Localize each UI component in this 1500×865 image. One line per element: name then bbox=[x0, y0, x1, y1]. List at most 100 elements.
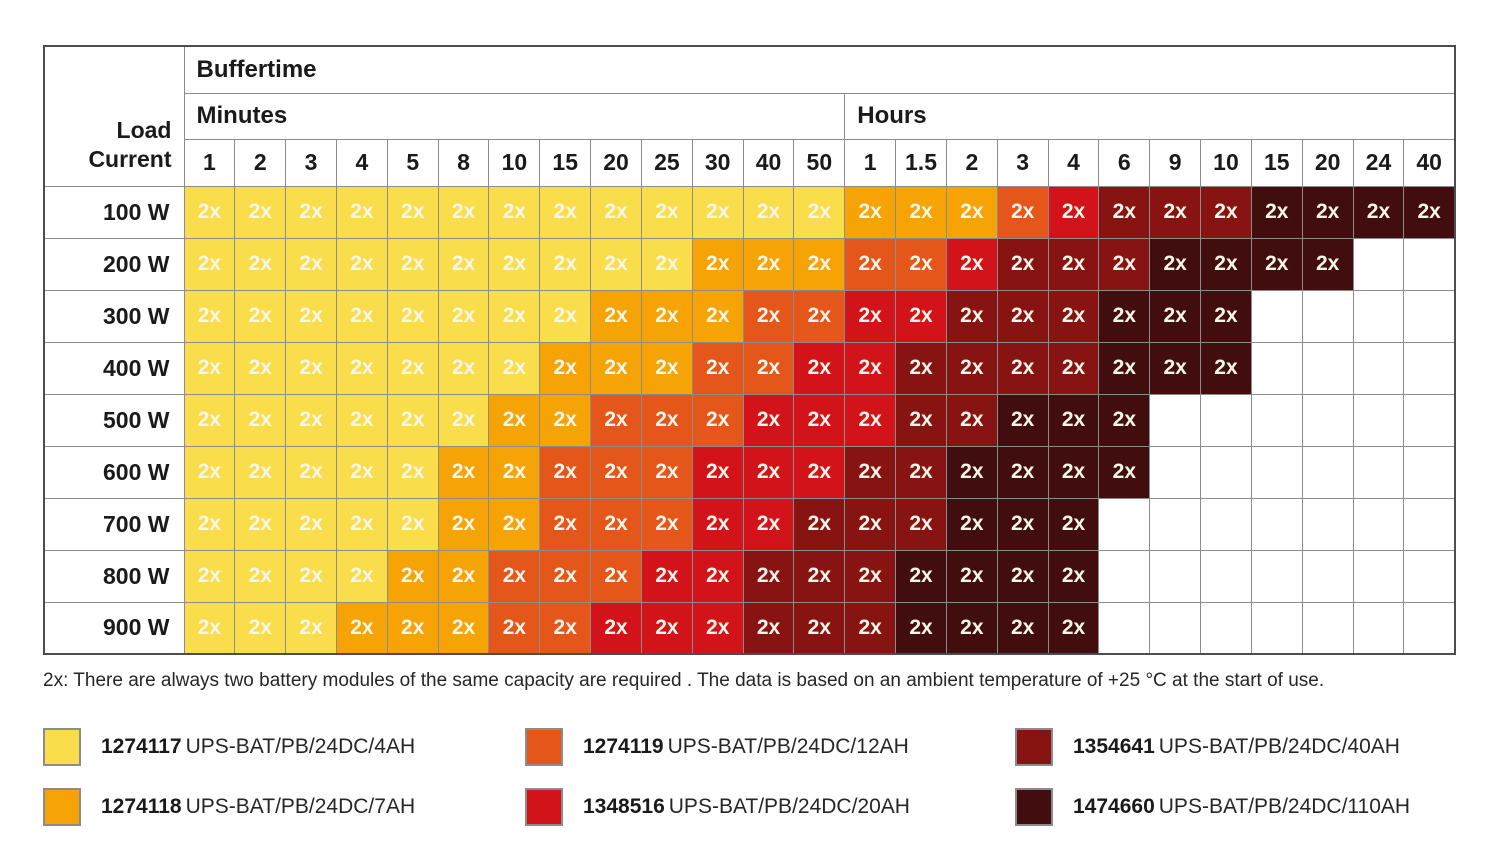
buffer-cell-empty bbox=[1250, 445, 1303, 499]
buffer-cell-4ah: 2x bbox=[285, 445, 337, 499]
buffer-cell-110ah: 2x bbox=[996, 393, 1049, 447]
buffer-cell-7ah: 2x bbox=[437, 601, 490, 655]
buffer-cell-empty bbox=[1301, 549, 1354, 603]
buffer-cell-4ah: 2x bbox=[183, 341, 236, 395]
buffer-cell-40ah: 2x bbox=[996, 341, 1049, 395]
buffer-cell-4ah: 2x bbox=[386, 497, 439, 551]
buffer-cell-7ah: 2x bbox=[895, 185, 947, 239]
buffer-cell-40ah: 2x bbox=[1098, 185, 1151, 239]
buffer-cell-4ah: 2x bbox=[335, 497, 388, 551]
buffer-cell-7ah: 2x bbox=[945, 185, 998, 239]
buffer-cell-110ah: 2x bbox=[1047, 445, 1100, 499]
buffer-cell-empty bbox=[1352, 549, 1405, 603]
buffer-cell-4ah: 2x bbox=[335, 445, 388, 499]
buffer-cell-40ah: 2x bbox=[844, 549, 897, 603]
buffer-cell-4ah: 2x bbox=[183, 601, 236, 655]
buffer-cell-20ah: 2x bbox=[895, 289, 947, 343]
buffer-cell-7ah: 2x bbox=[386, 601, 439, 655]
buffer-cell-40ah: 2x bbox=[1047, 237, 1100, 291]
buffer-cell-110ah: 2x bbox=[1301, 237, 1354, 291]
legend-label: 1274118 UPS-BAT/PB/24DC/7AH bbox=[101, 795, 416, 818]
buffer-cell-empty bbox=[1301, 289, 1354, 343]
buffer-cell-40ah: 2x bbox=[945, 393, 998, 447]
buffer-cell-empty bbox=[1301, 601, 1354, 655]
buffer-cell-40ah: 2x bbox=[742, 549, 795, 603]
table-row: 900 W 2x 2x 2x 2x 2x 2x 2x 2x 2x 2x 2x 2x 2x 2x 2x 2x 2x 2… bbox=[43, 601, 1456, 655]
buffer-cell-7ah: 2x bbox=[488, 393, 541, 447]
buffer-cell-12ah: 2x bbox=[539, 549, 592, 603]
row-label: 900 W bbox=[43, 601, 185, 655]
table-row: 500 W 2x 2x 2x 2x 2x 2x 2x 2x 2x 2x 2x 2x 2x 2x 2x 2x 2x 2… bbox=[43, 393, 1456, 447]
buffer-cell-4ah: 2x bbox=[488, 341, 541, 395]
buffer-cell-empty bbox=[1149, 497, 1202, 551]
buffer-cell-4ah: 2x bbox=[234, 393, 287, 447]
buffer-cell-4ah: 2x bbox=[234, 445, 287, 499]
buffer-cell-empty bbox=[1352, 393, 1405, 447]
buffer-cell-12ah: 2x bbox=[590, 393, 642, 447]
legend-item-110ah: 1474660 UPS-BAT/PB/24DC/110AH bbox=[1015, 788, 1456, 826]
buffer-cell-7ah: 2x bbox=[793, 237, 846, 291]
buffer-cell-empty bbox=[1149, 601, 1202, 655]
buffer-cell-12ah: 2x bbox=[640, 497, 693, 551]
legend-swatch-110ah bbox=[1015, 788, 1053, 826]
buffer-cell-4ah: 2x bbox=[183, 289, 236, 343]
buffer-cell-12ah: 2x bbox=[640, 445, 693, 499]
buffer-cell-4ah: 2x bbox=[285, 549, 337, 603]
buffer-cell-4ah: 2x bbox=[386, 289, 439, 343]
buffer-cell-110ah: 2x bbox=[1250, 185, 1303, 239]
legend-label: 1274117 UPS-BAT/PB/24DC/4AH bbox=[101, 735, 416, 758]
buffer-cell-12ah: 2x bbox=[691, 341, 744, 395]
buffer-cell-110ah: 2x bbox=[945, 549, 998, 603]
buffer-cell-4ah: 2x bbox=[488, 237, 541, 291]
buffer-cell-empty bbox=[1250, 497, 1303, 551]
header-row-units: Minutes Hours bbox=[44, 92, 1456, 140]
minutes-col-header: 5 bbox=[386, 138, 439, 187]
buffer-cell-40ah: 2x bbox=[945, 341, 998, 395]
table-row: 300 W 2x 2x 2x 2x 2x 2x 2x 2x 2x 2x 2x 2x 2x 2x 2x 2x 2x 2… bbox=[43, 289, 1456, 343]
buffertime-table: Load Current Buffertime Minutes Hours 1 2 3 4 5 8… bbox=[43, 45, 1456, 655]
legend-item-40ah: 1354641 UPS-BAT/PB/24DC/40AH bbox=[1015, 728, 1456, 766]
buffer-cell-110ah: 2x bbox=[1250, 237, 1303, 291]
minutes-col-header: 10 bbox=[488, 138, 541, 187]
buffer-cell-110ah: 2x bbox=[1149, 289, 1202, 343]
minutes-col-header: 20 bbox=[590, 138, 642, 187]
buffer-cell-4ah: 2x bbox=[335, 393, 388, 447]
buffer-cell-20ah: 2x bbox=[844, 289, 897, 343]
buffer-cell-empty bbox=[1352, 445, 1405, 499]
buffer-cell-110ah: 2x bbox=[1149, 237, 1202, 291]
legend-column: 1274117 UPS-BAT/PB/24DC/4AH 1274118 UPS-BAT… bbox=[43, 728, 525, 826]
minutes-col-header: 15 bbox=[539, 138, 592, 187]
buffer-cell-20ah: 2x bbox=[640, 601, 693, 655]
buffer-cell-4ah: 2x bbox=[183, 237, 236, 291]
buffer-cell-empty bbox=[1352, 497, 1405, 551]
table-row: 800 W 2x 2x 2x 2x 2x 2x 2x 2x 2x 2x 2x 2x 2x 2x 2x 2x 2x 2… bbox=[43, 549, 1456, 603]
buffer-cell-4ah: 2x bbox=[386, 445, 439, 499]
buffer-cell-empty bbox=[1403, 445, 1456, 499]
buffer-cell-20ah: 2x bbox=[793, 445, 846, 499]
legend-label: 1474660 UPS-BAT/PB/24DC/110AH bbox=[1073, 795, 1411, 818]
buffer-cell-12ah: 2x bbox=[640, 393, 693, 447]
buffer-cell-4ah: 2x bbox=[437, 237, 490, 291]
buffer-cell-4ah: 2x bbox=[640, 237, 693, 291]
buffer-cell-4ah: 2x bbox=[437, 341, 490, 395]
hours-col-header: 2 bbox=[945, 138, 998, 187]
buffer-cell-40ah: 2x bbox=[793, 549, 846, 603]
buffer-cell-40ah: 2x bbox=[895, 393, 947, 447]
buffer-cell-40ah: 2x bbox=[1098, 237, 1151, 291]
buffer-cell-4ah: 2x bbox=[183, 445, 236, 499]
buffer-cell-4ah: 2x bbox=[285, 341, 337, 395]
legend-swatch-7ah bbox=[43, 788, 81, 826]
buffer-cell-empty bbox=[1403, 601, 1456, 655]
buffer-cell-7ah: 2x bbox=[386, 549, 439, 603]
minutes-col-header: 2 bbox=[234, 138, 287, 187]
buffer-cell-4ah: 2x bbox=[386, 393, 439, 447]
legend-item-7ah: 1274118 UPS-BAT/PB/24DC/7AH bbox=[43, 788, 525, 826]
buffer-cell-110ah: 2x bbox=[996, 601, 1049, 655]
buffer-cell-7ah: 2x bbox=[844, 185, 897, 239]
buffer-cell-20ah: 2x bbox=[945, 237, 998, 291]
buffer-cell-4ah: 2x bbox=[335, 341, 388, 395]
buffer-cell-empty bbox=[1200, 393, 1252, 447]
buffer-cell-4ah: 2x bbox=[539, 185, 592, 239]
buffer-cell-empty bbox=[1301, 497, 1354, 551]
buffer-cell-4ah: 2x bbox=[234, 341, 287, 395]
